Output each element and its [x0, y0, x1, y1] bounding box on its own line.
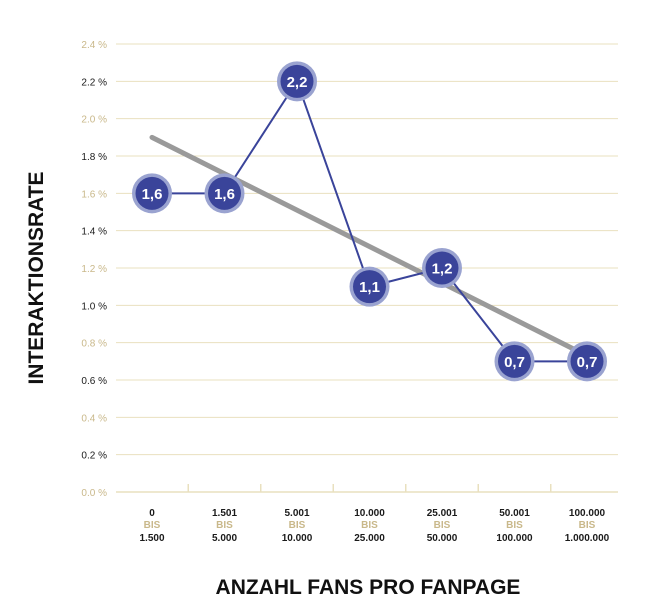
data-label: 1,1	[359, 279, 380, 296]
x-tick-label-to: 1.000.000	[565, 533, 610, 544]
y-tick-label: 1.2 %	[81, 264, 107, 275]
y-tick-labels: 0.0 % 0.2 % 0.4 % 0.6 % 0.8 % 1.0 % 1.2 % 1.4 %…	[81, 40, 107, 499]
y-tick-label: 2.0 %	[81, 115, 107, 126]
x-tick-label-to: 100.000	[496, 533, 533, 544]
x-tick-label-to: 10.000	[282, 533, 313, 544]
x-tick-label-from: 50.001	[499, 508, 530, 519]
y-tick-label: 0.8 %	[81, 339, 107, 350]
data-point: 1,2	[422, 248, 462, 288]
data-label: 1,6	[214, 186, 235, 203]
x-tick-label-sep: BIS	[289, 520, 306, 531]
data-point-marker	[353, 270, 386, 304]
y-tick-label: 2.2 %	[81, 77, 107, 88]
data-point: 1,6	[204, 173, 245, 214]
x-tick-label-sep: BIS	[579, 520, 596, 531]
x-tick-label-to: 50.000	[427, 533, 458, 544]
y-tick-label: 1.4 %	[81, 227, 107, 238]
y-tick-label: 2.4 %	[81, 40, 107, 51]
series-polyline	[152, 79, 587, 363]
data-point-marker	[425, 251, 459, 285]
x-tick-label-sep: BIS	[144, 520, 161, 531]
trendline-segment	[149, 134, 590, 359]
x-tick-label-from: 0	[149, 508, 155, 519]
y-tick-label: 1.0 %	[81, 301, 107, 312]
data-point: 0,7	[494, 341, 535, 382]
x-tick-label-to: 1.500	[139, 533, 164, 544]
x-axis-title: ANZAHL FANS PRO FANPAGE	[216, 576, 521, 599]
y-tick-label: 0.2 %	[81, 451, 107, 462]
data-label: 0,7	[504, 354, 525, 371]
data-point-marker	[135, 176, 169, 210]
y-tick-label: 1.6 %	[81, 189, 107, 200]
x-tick-label-to: 5.000	[212, 533, 237, 544]
x-tick-label-from: 25.001	[427, 508, 458, 519]
x-tick-label-sep: BIS	[216, 520, 233, 531]
data-label: 1,6	[142, 186, 163, 203]
data-point: 1,6	[132, 173, 172, 214]
data-point-marker	[280, 64, 314, 98]
y-tick-label: 0.4 %	[81, 413, 107, 424]
series-line	[152, 79, 587, 363]
data-point-marker	[570, 344, 604, 378]
x-tick-label-sep: BIS	[506, 520, 523, 531]
data-point: 1,1	[349, 266, 390, 307]
data-label: 1,2	[432, 261, 453, 278]
x-tick-label-to: 25.000	[354, 533, 385, 544]
data-point-marker	[498, 344, 531, 378]
y-axis-title: INTERAKTIONSRATE	[25, 171, 48, 384]
y-tick-label: 0.0 %	[81, 488, 107, 499]
trendline	[149, 134, 590, 359]
y-tick-label: 1.8 %	[81, 152, 107, 163]
x-tick-label-from: 100.000	[569, 508, 606, 519]
data-label: 2,2	[287, 74, 308, 91]
x-tick-label-sep: BIS	[434, 520, 451, 531]
x-tick-label-from: 1.501	[212, 508, 237, 519]
x-tick-label-from: 10.000	[354, 508, 385, 519]
x-tick-labels: 0BIS1.5001.501BIS5.0005.001BIS10.00010.0…	[139, 508, 609, 544]
data-label: 0,7	[577, 354, 598, 371]
data-point-marker	[208, 176, 241, 210]
x-tick-label-from: 5.001	[284, 508, 309, 519]
data-point: 2,2	[277, 61, 317, 102]
y-tick-label: 0.6 %	[81, 376, 107, 387]
x-tick-label-sep: BIS	[361, 520, 378, 531]
data-point: 0,7	[567, 341, 607, 382]
data-points: 1,6 1,6 2,2 1,1 1,2 0,7 0,7	[132, 61, 607, 382]
